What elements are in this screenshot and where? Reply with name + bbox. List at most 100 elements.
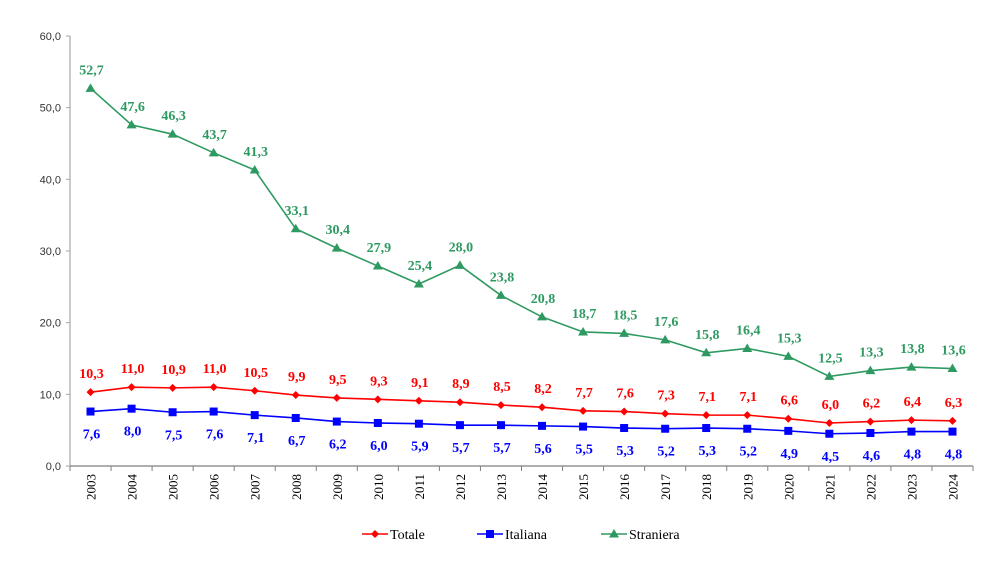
square-marker-icon bbox=[496, 421, 505, 430]
x-tick-label: 2016 bbox=[617, 474, 632, 501]
y-tick-label: 10,0 bbox=[40, 389, 61, 401]
square-marker-icon bbox=[702, 424, 711, 433]
triangle-marker-icon bbox=[742, 343, 753, 352]
data-label: 5,6 bbox=[534, 442, 552, 457]
data-label: 4,8 bbox=[904, 448, 922, 463]
data-label: 4,8 bbox=[945, 448, 963, 463]
data-label: 15,8 bbox=[695, 328, 720, 343]
diamond-marker-icon bbox=[250, 386, 259, 395]
data-label: 10,9 bbox=[161, 363, 186, 378]
diamond-marker-icon bbox=[866, 417, 875, 426]
data-label: 5,2 bbox=[740, 445, 758, 460]
diamond-marker-icon bbox=[661, 409, 670, 418]
data-label: 15,3 bbox=[777, 331, 802, 346]
triangle-marker-icon bbox=[454, 260, 465, 269]
data-label: 16,4 bbox=[736, 323, 761, 338]
data-label: 6,4 bbox=[904, 395, 922, 410]
triangle-marker-icon bbox=[947, 363, 958, 373]
triangle-marker-icon bbox=[290, 223, 301, 233]
legend-item-straniera: Straniera bbox=[601, 528, 680, 543]
data-label: 7,6 bbox=[616, 387, 634, 402]
triangle-marker-icon bbox=[537, 311, 548, 321]
data-label: 8,2 bbox=[534, 382, 552, 397]
data-label: 13,6 bbox=[941, 344, 966, 359]
x-tick-label: 2019 bbox=[740, 474, 755, 500]
data-label: 11,0 bbox=[121, 362, 145, 377]
triangle-marker-icon bbox=[126, 119, 137, 129]
data-label: 28,0 bbox=[449, 240, 474, 255]
data-label: 8,9 bbox=[452, 377, 470, 392]
square-marker-icon bbox=[866, 429, 875, 438]
diamond-marker-icon bbox=[620, 407, 629, 416]
data-label: 7,1 bbox=[247, 431, 265, 446]
square-marker-icon bbox=[168, 408, 177, 417]
x-tick-label: 2003 bbox=[84, 474, 99, 500]
triangle-marker-icon bbox=[372, 261, 383, 270]
data-label: 5,7 bbox=[493, 441, 511, 456]
diamond-marker-icon bbox=[86, 388, 95, 397]
data-label: 5,7 bbox=[452, 441, 470, 456]
triangle-marker-icon bbox=[167, 129, 178, 138]
legend-label: Totale bbox=[390, 528, 425, 543]
diamond-marker-icon bbox=[127, 383, 136, 392]
square-marker-icon bbox=[743, 424, 752, 433]
data-label: 6,0 bbox=[370, 439, 388, 454]
series-line bbox=[90, 386, 953, 424]
x-tick-label: 2021 bbox=[822, 474, 837, 500]
square-icon bbox=[486, 530, 494, 538]
data-label: 47,6 bbox=[120, 100, 145, 115]
legend-label: Straniera bbox=[629, 528, 680, 543]
data-label: 7,6 bbox=[83, 428, 101, 443]
legend-item-totale: Totale bbox=[362, 528, 425, 543]
square-marker-icon bbox=[332, 417, 341, 426]
series-line bbox=[90, 407, 953, 435]
triangle-marker-icon bbox=[906, 362, 917, 371]
diamond-marker-icon bbox=[743, 411, 752, 420]
square-marker-icon bbox=[373, 419, 382, 427]
triangle-marker-icon bbox=[85, 83, 96, 92]
data-label: 6,6 bbox=[781, 394, 799, 409]
square-marker-icon bbox=[948, 427, 957, 436]
square-marker-icon bbox=[538, 421, 547, 430]
data-label: 5,9 bbox=[411, 440, 429, 455]
x-tick-label: 2008 bbox=[289, 474, 304, 500]
data-label: 6,2 bbox=[863, 397, 881, 412]
data-label: 8,0 bbox=[124, 425, 142, 440]
triangle-marker-icon bbox=[660, 334, 671, 344]
triangle-marker-icon bbox=[701, 347, 712, 357]
data-label: 23,8 bbox=[490, 270, 515, 285]
data-label: 6,0 bbox=[822, 398, 840, 413]
x-tick-label: 2006 bbox=[207, 474, 222, 501]
triangle-marker-icon bbox=[249, 165, 260, 174]
y-tick-label: 60,0 bbox=[40, 31, 61, 43]
x-tick-label: 2007 bbox=[248, 474, 263, 501]
square-marker-icon bbox=[291, 413, 300, 422]
data-label: 7,1 bbox=[740, 390, 758, 405]
data-label: 20,8 bbox=[531, 292, 556, 307]
series-straniera: 52,7 47,6 46,3 43,7 41,3 33,1 30,4 27,9 25,4 28,0… bbox=[79, 63, 966, 380]
diamond-marker-icon bbox=[291, 391, 300, 400]
data-label: 4,5 bbox=[822, 450, 840, 465]
y-tick-label: 40,0 bbox=[40, 174, 61, 186]
square-marker-icon bbox=[661, 424, 670, 433]
diamond-marker-icon bbox=[455, 398, 464, 407]
data-label: 7,7 bbox=[575, 386, 593, 401]
data-label: 7,5 bbox=[165, 428, 183, 443]
square-marker-icon bbox=[86, 407, 95, 416]
data-label: 11,0 bbox=[203, 362, 227, 377]
chart-legend: Totale Italiana Straniera bbox=[362, 528, 680, 543]
diamond-marker-icon bbox=[579, 406, 588, 415]
data-label: 5,2 bbox=[657, 445, 675, 460]
data-label: 27,9 bbox=[367, 241, 392, 256]
y-axis: 0,0 10,0 20,0 30,0 40,0 50,0 60,0 bbox=[40, 31, 71, 473]
data-label: 4,9 bbox=[781, 447, 799, 462]
triangle-marker-icon bbox=[208, 147, 219, 157]
x-tick-label: 2024 bbox=[945, 474, 960, 501]
data-label: 18,5 bbox=[613, 308, 638, 323]
square-marker-icon bbox=[127, 404, 136, 413]
y-tick-label: 0,0 bbox=[46, 461, 61, 473]
data-label: 10,3 bbox=[79, 367, 104, 382]
data-label: 6,7 bbox=[288, 434, 306, 449]
